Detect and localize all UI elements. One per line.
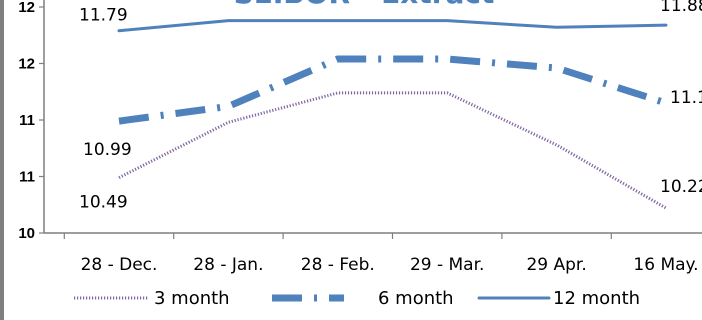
y-tick-label: 11 [19, 112, 35, 129]
legend-label-6-month: 6 month [378, 288, 454, 309]
legend-label-12-month: 12 month [553, 288, 640, 309]
x-tick-label: 29 - Mar. [410, 255, 485, 275]
data-label-12-month: 11.79 [79, 6, 128, 26]
y-tick-label: 12 [18, 0, 35, 16]
data-label-6-month: 10.99 [83, 140, 132, 160]
data-labels: 10.49 10.22 10.99 11.15 11.79 11.88 [79, 0, 702, 213]
data-label-6-month: 11.15 [670, 88, 702, 108]
data-label-3-month: 10.22 [660, 177, 702, 197]
y-tick-label: 10 [18, 225, 35, 242]
series-line-6-month [118, 55, 668, 125]
x-tick-label: 28 - Feb. [301, 255, 375, 275]
data-label-3-month: 10.49 [79, 193, 128, 213]
y-tick-label: 11 [19, 169, 35, 186]
x-tick-label: 28 - Jan. [193, 255, 263, 275]
series-layer [117, 19, 668, 210]
line-chart: SEIBOR - Extract 10 11 11 12 12 28 - Dec. 28 -… [18, 0, 702, 309]
x-tick-label: 28 - Dec. [81, 255, 158, 275]
series-line-12-month [117, 19, 668, 33]
y-tick-label: 12 [18, 56, 35, 73]
axes: 10 11 11 12 12 28 - Dec. 28 - Jan. 28 - Feb. 29 … [18, 0, 702, 275]
legend-label-3-month: 3 month [154, 288, 230, 309]
x-tick-label: 16 May. [633, 255, 698, 275]
x-tick-label: 29 Apr. [526, 255, 586, 275]
legend: 3 month 6 month 12 month [74, 288, 640, 309]
data-label-12-month: 11.88 [660, 0, 702, 16]
series-line-3-month [118, 91, 667, 210]
chart-title: SEIBOR - Extract [234, 0, 495, 10]
